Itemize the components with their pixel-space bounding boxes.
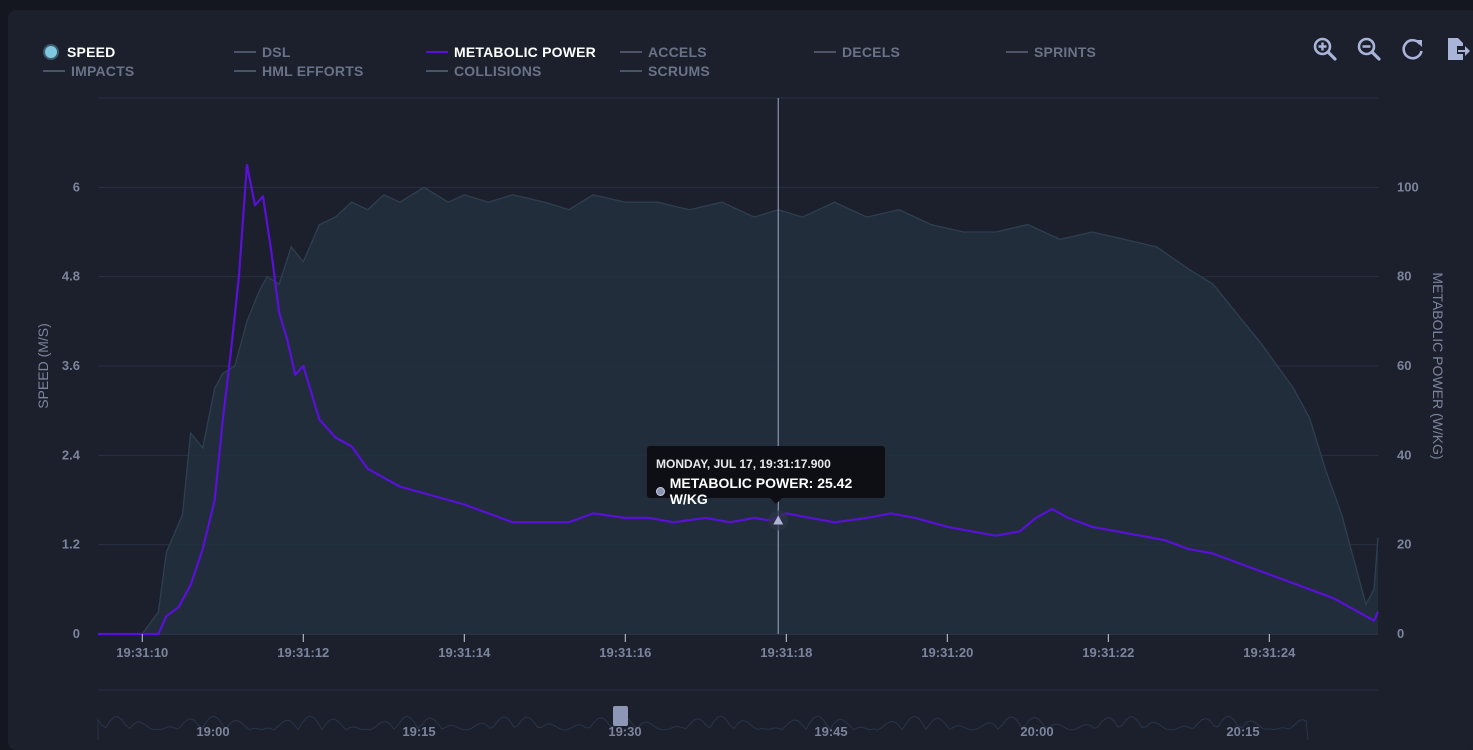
- y-left-tick-label: 2.4: [62, 447, 81, 462]
- legend-line-icon: [426, 70, 448, 72]
- legend-label: METABOLIC POWER: [454, 44, 596, 60]
- y-right-tick-label: 40: [1397, 447, 1411, 462]
- x-tick-label: 19:31:12: [277, 645, 329, 660]
- legend-item-dsl[interactable]: DSL: [234, 44, 291, 60]
- zoom-out-icon[interactable]: [1356, 36, 1382, 62]
- legend-label: DECELS: [842, 44, 900, 60]
- x-tick-label: 19:31:22: [1082, 645, 1134, 660]
- legend-item-accels[interactable]: ACCELS: [620, 44, 707, 60]
- legend-item-scrums[interactable]: SCRUMS: [620, 63, 710, 79]
- y-left-tick-label: 4.8: [62, 269, 80, 284]
- y-left-tick-label: 1.2: [62, 537, 80, 552]
- legend-line-icon: [620, 51, 642, 53]
- legend-label: HML EFFORTS: [262, 63, 364, 79]
- navigator-tick-label: 20:00: [1020, 724, 1053, 739]
- legend-label: ACCELS: [648, 44, 707, 60]
- chart-tooltip: MONDAY, JUL 17, 19:31:17.900 METABOLIC P…: [647, 446, 885, 507]
- legend-item-metabolic-power[interactable]: METABOLIC POWER: [426, 44, 596, 60]
- legend-item-hml-efforts[interactable]: HML EFFORTS: [234, 63, 364, 79]
- navigator-tick-label: 19:45: [814, 724, 847, 739]
- legend-label: SPRINTS: [1034, 44, 1097, 60]
- y-right-tick-label: 100: [1397, 179, 1419, 194]
- legend-line-icon: [620, 70, 642, 72]
- navigator-tick-label: 20:15: [1226, 724, 1259, 739]
- metabolic-power-line: [98, 163, 1380, 636]
- legend-item-decels[interactable]: DECELS: [814, 44, 900, 60]
- y-left-tick-label: 6: [73, 179, 80, 194]
- legend-line-icon: [234, 70, 256, 72]
- navigator-tick-label: 19:00: [196, 724, 229, 739]
- reset-icon[interactable]: [1400, 36, 1426, 62]
- legend-dot-icon: [43, 44, 59, 60]
- legend-line-icon: [814, 51, 836, 53]
- y-right-axis-title: METABOLIC POWER (W/KG): [1430, 272, 1446, 459]
- hover-marker-icon: [773, 515, 784, 525]
- y-right-tick-label: 80: [1397, 269, 1411, 284]
- legend-item-speed[interactable]: SPEED: [43, 44, 115, 60]
- y-left-tick-label: 0: [73, 626, 80, 641]
- y-right-tick-label: 60: [1397, 358, 1411, 373]
- tooltip-series-dot-icon: [656, 486, 665, 496]
- tooltip-date: MONDAY, JUL 17, 19:31:17.900: [656, 457, 831, 471]
- x-tick-label: 19:31:20: [921, 645, 973, 660]
- y-right-tick-label: 20: [1397, 537, 1411, 552]
- navigator-tick-label: 19:30: [608, 724, 641, 739]
- legend-item-impacts[interactable]: IMPACTS: [43, 63, 134, 79]
- tooltip-arrow-icon: [769, 497, 783, 504]
- legend-line-icon: [1006, 51, 1028, 53]
- x-tick-label: 19:31:16: [599, 645, 651, 660]
- x-tick-label: 19:31:18: [760, 645, 812, 660]
- legend-item-sprints[interactable]: SPRINTS: [1006, 44, 1096, 60]
- navigator-handle[interactable]: [613, 706, 628, 726]
- chart-panel: 0 1.2 2.4 3.6 4.8 6 0 20 40 60 80 100 SPEED (M/S) MET…: [8, 10, 1473, 750]
- legend-label: SPEED: [67, 44, 116, 60]
- legend-line-icon: [426, 51, 448, 53]
- x-tick-label: 19:31:14: [438, 645, 491, 660]
- y-right-tick-label: 0: [1397, 626, 1404, 641]
- legend-label: IMPACTS: [71, 63, 135, 79]
- y-left-axis-title: SPEED (M/S): [35, 323, 51, 409]
- legend-label: COLLISIONS: [454, 63, 542, 79]
- zoom-in-icon[interactable]: [1312, 36, 1338, 62]
- y-left-tick-label: 3.6: [62, 358, 80, 373]
- legend-item-collisions[interactable]: COLLISIONS: [426, 63, 542, 79]
- speed-line: [98, 186, 1379, 635]
- legend-line-icon: [234, 51, 256, 53]
- chart-legend: SPEED DSL METABOLIC POWER ACCELS DECELS SPRIN…: [8, 10, 1308, 100]
- legend-label: SCRUMS: [648, 63, 710, 79]
- x-tick-label: 19:31:24: [1243, 645, 1296, 660]
- legend-line-icon: [43, 70, 65, 72]
- navigator-tick-label: 19:15: [402, 724, 435, 739]
- export-icon[interactable]: [1444, 36, 1470, 62]
- tooltip-value: METABOLIC POWER: 25.42 W/KG: [669, 475, 853, 507]
- tooltip-value-row: METABOLIC POWER: 25.42 W/KG: [656, 475, 885, 507]
- navigator-series: [97, 715, 1309, 741]
- legend-label: DSL: [262, 44, 291, 60]
- chart-toolbar: [1312, 36, 1470, 62]
- speed-area: [98, 187, 1378, 635]
- x-tick-label: 19:31:10: [116, 645, 168, 660]
